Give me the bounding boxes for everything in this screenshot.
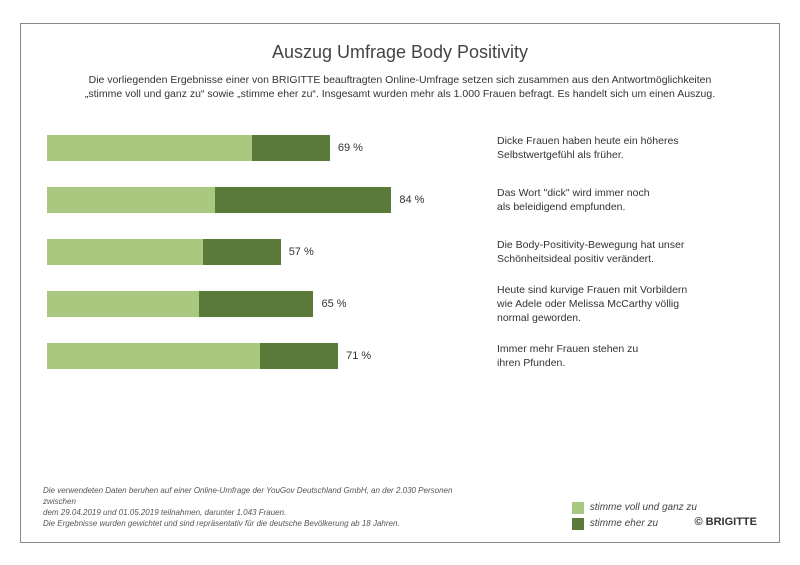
footnote: Die verwendeten Daten beruhen auf einer … xyxy=(43,486,483,529)
bar-segment-light xyxy=(47,187,215,213)
bar-row: 65 % Heute sind kurvige Frauen mit Vorbi… xyxy=(47,286,757,322)
copyright: © BRIGITTE xyxy=(695,516,758,528)
bar-description: Dicke Frauen haben heute ein höheres Sel… xyxy=(457,134,757,162)
bar-segment-light xyxy=(47,291,199,317)
bar-track: 71 % xyxy=(47,343,457,369)
legend-swatch-dark xyxy=(572,518,584,530)
legend-item: stimme voll und ganz zu xyxy=(572,502,697,514)
legend-swatch-light xyxy=(572,502,584,514)
chart-footer: Die verwendeten Daten beruhen auf einer … xyxy=(43,486,757,529)
bar-track: 65 % xyxy=(47,291,457,317)
bar-description: Das Wort "dick" wird immer noch als bele… xyxy=(457,186,757,214)
bar-description: Immer mehr Frauen stehen zu ihren Pfunde… xyxy=(457,342,757,370)
bar-row: 71 % Immer mehr Frauen stehen zu ihren P… xyxy=(47,338,757,374)
bar-percent-label: 57 % xyxy=(289,246,314,258)
bar-track: 69 % xyxy=(47,135,457,161)
bar-segment-light xyxy=(47,239,203,265)
bar-description: Die Body-Positivity-Bewegung hat unser S… xyxy=(457,238,757,266)
legend-label: stimme voll und ganz zu xyxy=(590,502,697,513)
bar-percent-label: 71 % xyxy=(346,350,371,362)
bar-percent-label: 84 % xyxy=(399,194,424,206)
bar-row: 57 % Die Body-Positivity-Bewegung hat un… xyxy=(47,234,757,270)
bar-segment-light xyxy=(47,135,252,161)
chart-subtitle: Die vorliegenden Ergebnisse einer von BR… xyxy=(43,73,757,102)
bar-segment-dark xyxy=(215,187,391,213)
bar-row: 84 % Das Wort "dick" wird immer noch als… xyxy=(47,182,757,218)
chart-title: Auszug Umfrage Body Positivity xyxy=(43,42,757,63)
bar-description: Heute sind kurvige Frauen mit Vorbildern… xyxy=(457,283,757,326)
bar-segment-dark xyxy=(199,291,314,317)
subtitle-line-2: „stimme voll und ganz zu“ sowie „stimme … xyxy=(85,88,715,100)
bar-track: 84 % xyxy=(47,187,457,213)
legend: stimme voll und ganz zu stimme eher zu xyxy=(572,502,697,530)
bar-segment-light xyxy=(47,343,260,369)
bar-segment-dark xyxy=(203,239,281,265)
bar-track: 57 % xyxy=(47,239,457,265)
legend-label: stimme eher zu xyxy=(590,518,658,529)
bar-percent-label: 65 % xyxy=(321,298,346,310)
bar-chart: 69 % Dicke Frauen haben heute ein höhere… xyxy=(43,130,757,374)
subtitle-line-1: Die vorliegenden Ergebnisse einer von BR… xyxy=(89,74,712,86)
bar-row: 69 % Dicke Frauen haben heute ein höhere… xyxy=(47,130,757,166)
bar-segment-dark xyxy=(252,135,330,161)
legend-item: stimme eher zu xyxy=(572,518,697,530)
bar-percent-label: 69 % xyxy=(338,142,363,154)
bar-segment-dark xyxy=(260,343,338,369)
chart-frame: Auszug Umfrage Body Positivity Die vorli… xyxy=(20,23,780,543)
